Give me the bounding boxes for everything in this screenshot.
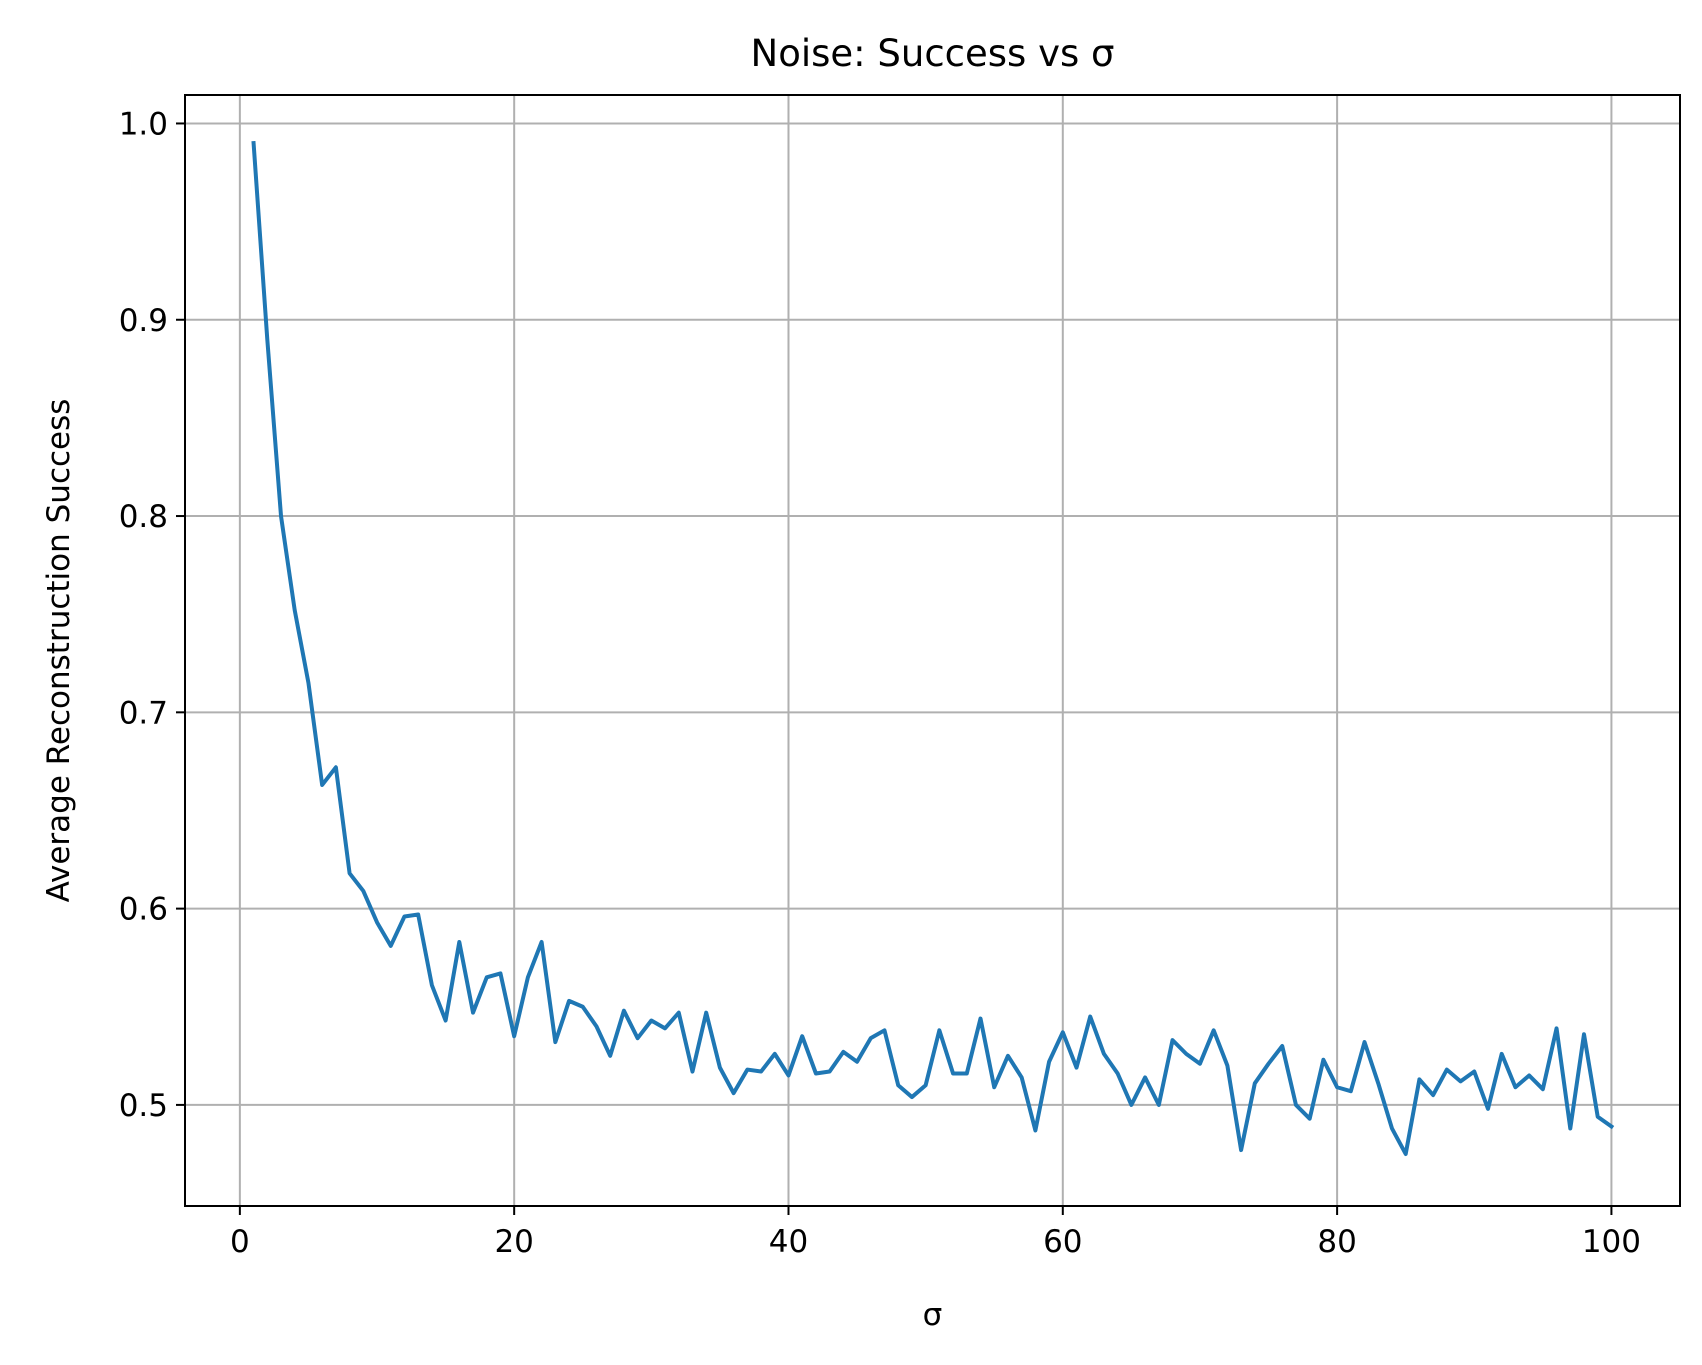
chart-title: Noise: Success vs σ	[751, 32, 1115, 75]
x-tick-label: 40	[769, 1224, 808, 1260]
y-tick-label: 0.8	[119, 499, 168, 535]
y-axis-label: Average Reconstruction Success	[41, 399, 77, 903]
x-tick-label: 80	[1317, 1224, 1356, 1260]
x-axis-label: σ	[923, 1297, 943, 1333]
y-tick-label: 0.9	[119, 303, 168, 339]
y-axis-ticks: 0.5 0.6 0.7 0.8 0.9 1.0	[119, 106, 185, 1124]
plot-frame	[184, 94, 1681, 1207]
x-tick-label: 100	[1582, 1224, 1641, 1260]
y-tick-label: 0.6	[119, 892, 168, 928]
series-line-0	[251, 140, 1615, 1156]
series-layer	[251, 140, 1615, 1156]
y-tick-label: 1.0	[119, 106, 168, 142]
grid-lines	[185, 95, 1680, 1206]
y-tick-label: 0.5	[119, 1088, 168, 1124]
x-tick-label: 60	[1043, 1224, 1082, 1260]
x-axis-ticks: 0 20 40 60 80 100	[230, 1206, 1641, 1260]
x-tick-label: 0	[230, 1224, 250, 1260]
y-tick-label: 0.7	[119, 695, 168, 731]
x-tick-label: 20	[494, 1224, 533, 1260]
